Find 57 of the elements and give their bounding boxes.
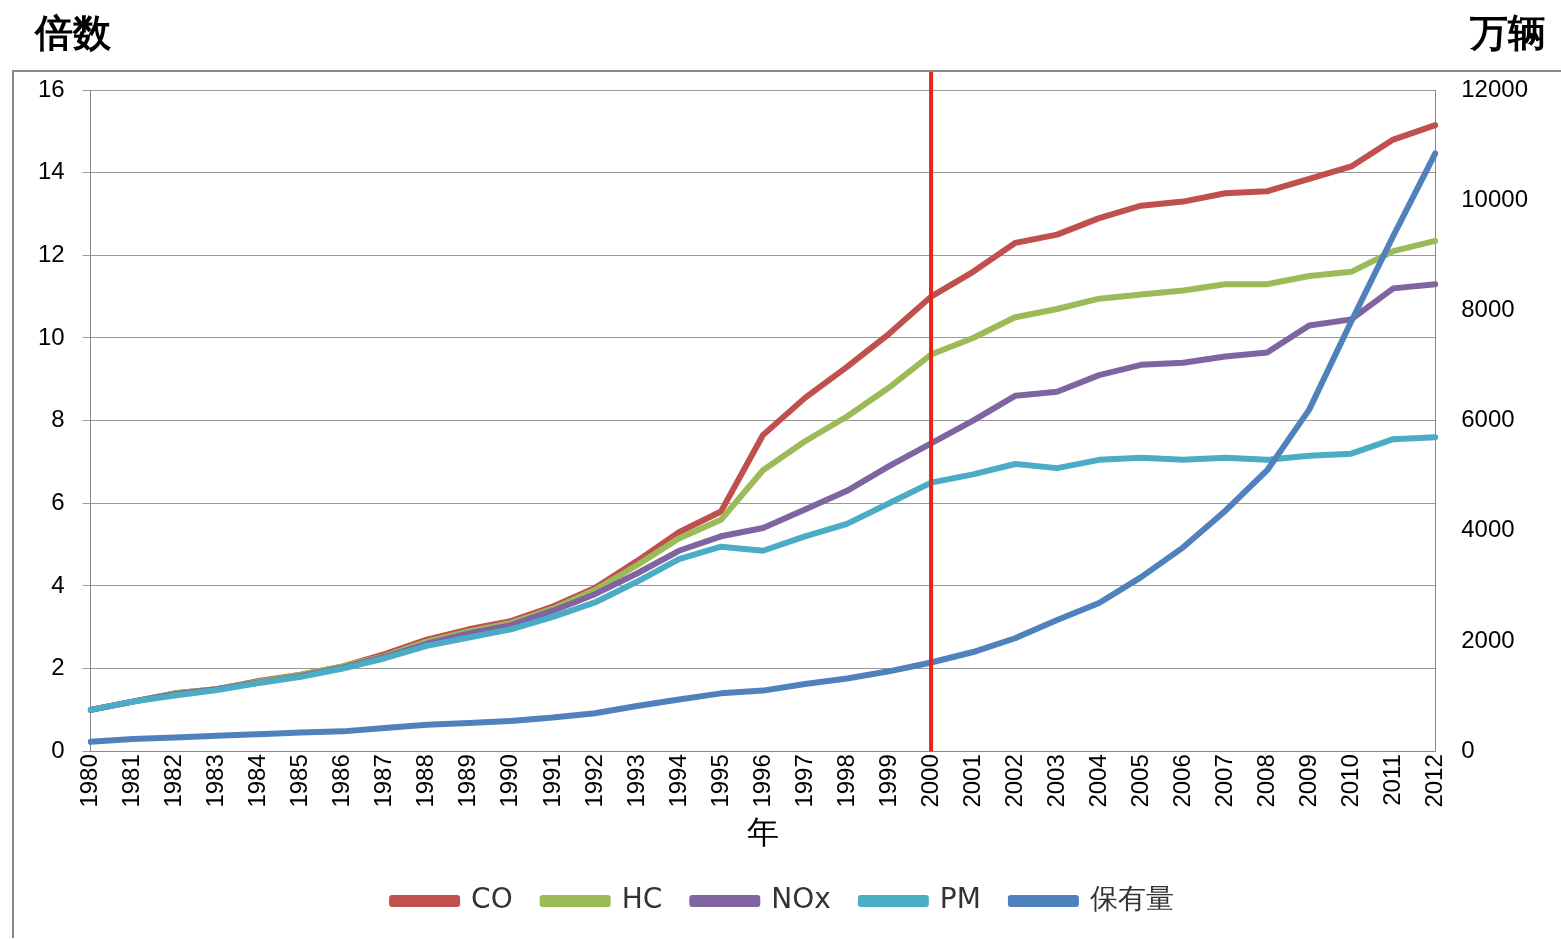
y-tick-label: 10 <box>37 322 65 350</box>
y-tick-label: 16 <box>37 74 65 102</box>
x-tick-label: 2004 <box>1083 754 1111 808</box>
legend-label: 保有量 <box>1089 882 1174 916</box>
x-tick-label: 1996 <box>747 754 775 808</box>
x-tick-label: 1982 <box>159 754 187 808</box>
y-tick-label: 14 <box>37 157 65 185</box>
x-tick-label: 2006 <box>1167 754 1195 808</box>
x-tick-label: 1995 <box>705 754 733 808</box>
x-tick-label: 2000 <box>915 754 943 808</box>
x-tick-label: 2001 <box>957 754 985 808</box>
x-axis-title: 年 <box>746 813 779 850</box>
x-tick-label: 2008 <box>1251 754 1279 808</box>
x-tick-label: 1987 <box>369 754 397 808</box>
y-tick-label: 0 <box>51 735 65 763</box>
y2-tick-label: 10000 <box>1461 184 1529 212</box>
x-tick-label: 2009 <box>1293 754 1321 808</box>
x-tick-label: 1994 <box>663 754 691 808</box>
x-tick-label: 1992 <box>579 754 607 808</box>
x-tick-label: 1990 <box>495 754 523 808</box>
y2-tick-label: 12000 <box>1461 74 1529 102</box>
x-tick-label: 1980 <box>75 754 103 808</box>
y2-tick-label: 4000 <box>1461 515 1515 543</box>
x-tick-label: 2012 <box>1419 754 1447 808</box>
x-tick-label: 1981 <box>117 754 145 808</box>
y2-tick-label: 6000 <box>1461 405 1515 433</box>
legend-label: CO <box>471 882 513 916</box>
y2-axis-title: 万辆 <box>1470 9 1546 57</box>
x-tick-label: 1985 <box>285 754 313 808</box>
x-tick-label: 1988 <box>411 754 439 808</box>
x-tick-label: 1997 <box>789 754 817 808</box>
x-tick-label: 2010 <box>1335 754 1363 808</box>
x-tick-label: 1986 <box>327 754 355 808</box>
x-tick-label: 1999 <box>873 754 901 808</box>
y-axis-title: 倍数 <box>35 9 111 57</box>
legend-label: NOx <box>771 882 831 916</box>
legend-label: PM <box>939 882 981 916</box>
x-tick-label: 2003 <box>1041 754 1069 808</box>
y-tick-label: 6 <box>51 487 65 515</box>
x-tick-label: 1998 <box>831 754 859 808</box>
x-tick-label: 1993 <box>621 754 649 808</box>
y-tick-label: 8 <box>51 405 65 433</box>
x-tick-label: 1984 <box>243 754 271 808</box>
x-tick-label: 1983 <box>201 754 229 808</box>
x-tick-label: 1991 <box>537 754 565 808</box>
y-tick-label: 12 <box>37 239 65 267</box>
legend-label: HC <box>621 882 663 916</box>
x-tick-label: 2007 <box>1209 754 1237 808</box>
x-tick-label: 2005 <box>1125 754 1153 808</box>
y-tick-label: 2 <box>51 653 65 681</box>
y2-tick-label: 8000 <box>1461 295 1515 323</box>
y-tick-label: 4 <box>51 570 65 598</box>
x-tick-label: 1989 <box>453 754 481 808</box>
y2-tick-label: 2000 <box>1461 625 1515 653</box>
x-tick-label: 2011 <box>1377 754 1405 806</box>
x-tick-label: 2002 <box>999 754 1027 808</box>
y2-tick-label: 0 <box>1461 735 1475 763</box>
